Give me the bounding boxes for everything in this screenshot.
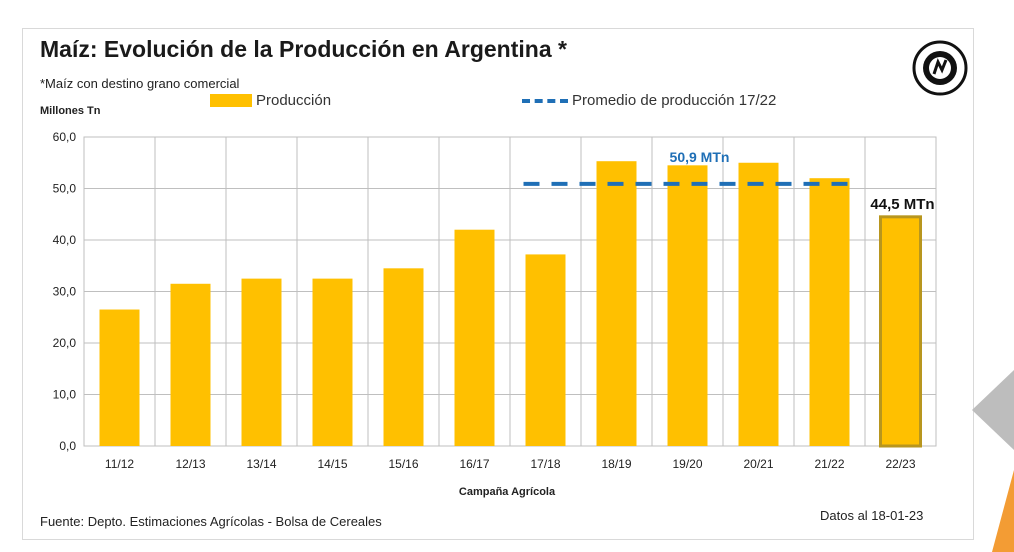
bar-21-22 [809,178,850,446]
bar-14-15 [312,278,353,446]
y-tick-label: 50,0 [53,182,77,196]
source-note: Fuente: Depto. Estimaciones Agrícolas - … [40,514,382,529]
y-tick-label: 40,0 [53,233,77,247]
data-date: Datos al 18-01-23 [820,508,924,523]
x-tick-label: 19/20 [672,457,702,471]
y-tick-label: 60,0 [53,130,77,144]
x-tick-label: 18/19 [601,457,631,471]
x-tick-label: 22/23 [885,457,915,471]
bar-11-12 [99,309,140,446]
average-line-label: 50,9 MTn [670,149,730,165]
x-tick-label: 13/14 [246,457,276,471]
y-tick-label: 20,0 [53,336,77,350]
bar-16-17 [454,229,495,446]
x-tick-label: 12/13 [175,457,205,471]
x-tick-label: 14/15 [317,457,347,471]
bar-20-21 [738,162,779,446]
bar-12-13 [170,283,211,446]
x-axis-title: Campaña Agrícola [458,486,556,498]
x-tick-label: 21/22 [814,457,844,471]
legend-average-label: Promedio de producción 17/22 [572,92,777,109]
bar-19-20 [667,165,708,446]
bolsa-cereales-logo-icon [912,40,968,96]
y-axis-unit-label: Millones Tn [40,105,101,117]
chart-title: Maíz: Evolución de la Producción en Arge… [40,36,567,62]
bar-18-19 [596,161,637,446]
y-tick-label: 10,0 [53,388,77,402]
x-tick-label: 15/16 [388,457,418,471]
legend-production-swatch [210,94,252,107]
legend-average: Promedio de producción 17/22 [522,92,776,109]
x-tick-label: 20/21 [743,457,773,471]
x-tick-label: 11/12 [105,457,134,471]
y-tick-label: 30,0 [53,285,77,299]
bar-22-23 [879,215,922,448]
chart-subtitle: *Maíz con destino grano comercial [40,76,240,91]
decorative-corner [972,370,1014,552]
legend-production-label: Producción [256,92,332,109]
legend-average-swatch [522,98,568,103]
legend-production: Producción [210,92,331,109]
y-tick-label: 0,0 [59,439,76,453]
bar-17-18 [525,254,566,446]
bar-annotation-label: 44,5 MTn [870,196,934,213]
x-tick-label: 16/17 [459,457,489,471]
bar-15-16 [383,268,424,446]
bar-13-14 [241,278,282,446]
x-tick-label: 17/18 [530,457,560,471]
